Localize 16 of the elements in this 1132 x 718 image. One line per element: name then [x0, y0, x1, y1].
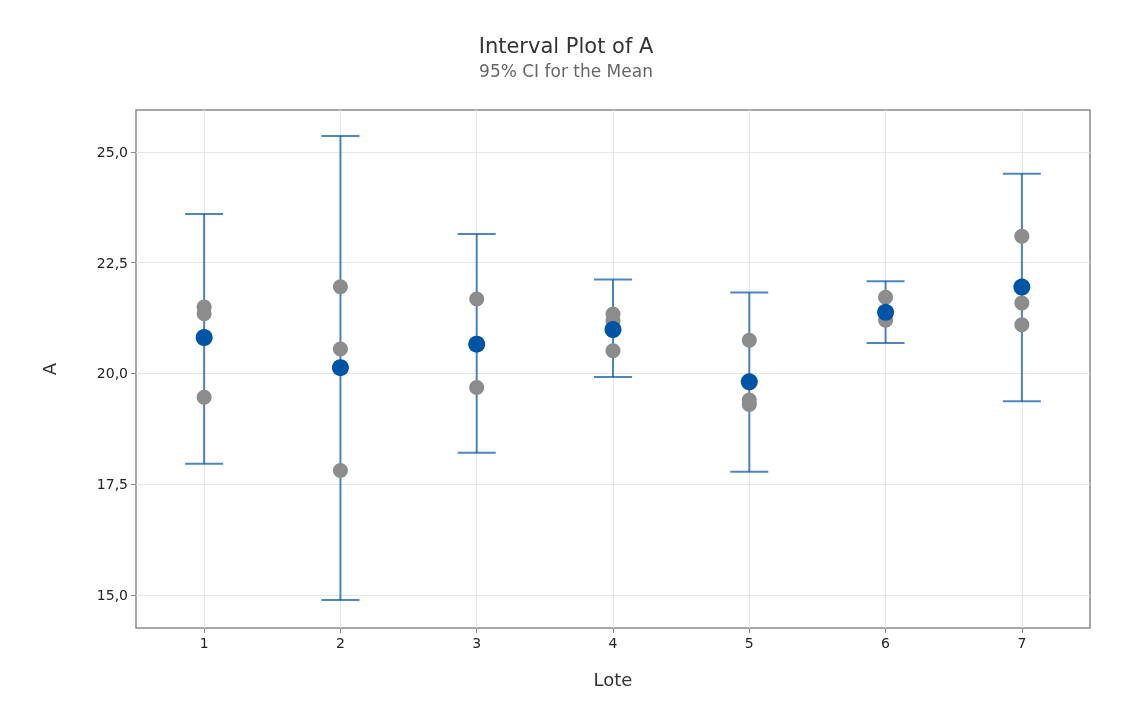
x-tick-label: 4: [608, 635, 618, 651]
y-tick-label: 20,0: [96, 365, 128, 382]
y-tick-label: 25,0: [96, 144, 128, 161]
x-tick-label: 6: [881, 635, 891, 651]
chart-title: Interval Plot of A: [478, 33, 654, 58]
x-axis-title: Lote: [593, 668, 633, 690]
y-tick-label: 15,0: [96, 586, 128, 603]
y-axis-title: A: [38, 362, 60, 376]
x-tick-label: 7: [1017, 635, 1027, 651]
y-tick-label: 22,5: [96, 254, 128, 271]
chart-subtitle: 95% CI for the Mean: [479, 60, 653, 81]
x-tick-label: 1: [199, 635, 209, 651]
x-tick-label: 5: [744, 635, 754, 651]
x-tick-label: 2: [335, 635, 345, 651]
y-tick-label: 17,5: [96, 476, 128, 493]
x-tick-label: 3: [472, 635, 482, 651]
